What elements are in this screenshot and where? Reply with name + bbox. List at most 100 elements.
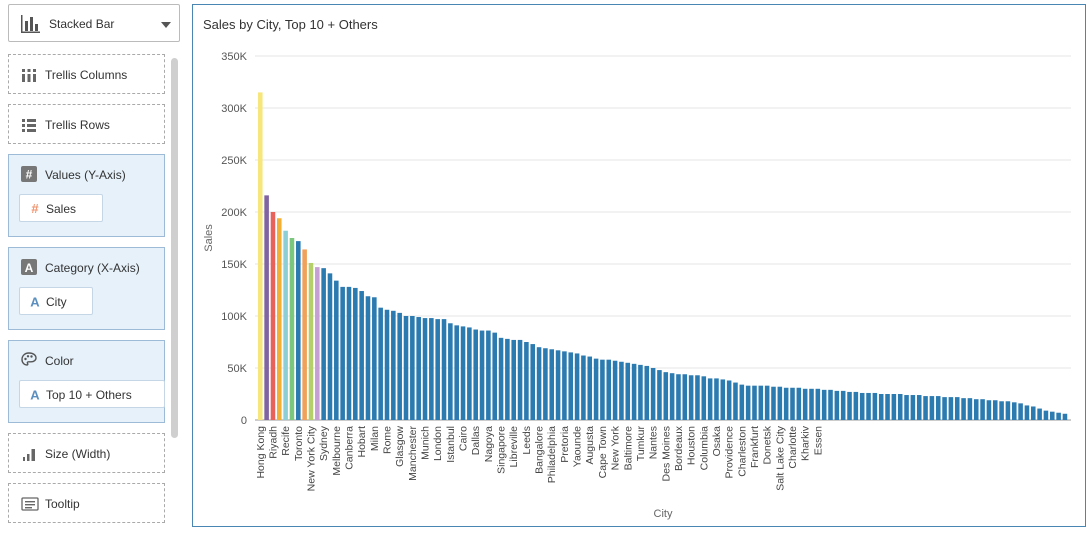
sales-chip-label: Sales [46, 202, 77, 216]
bar [530, 344, 536, 420]
chevron-down-icon[interactable] [161, 22, 171, 28]
bar [1037, 408, 1042, 420]
bar [340, 286, 345, 420]
bar [1043, 410, 1049, 420]
top10-others-chip-label: Top 10 + Others [46, 388, 132, 402]
values-y-axis-dropzone[interactable]: # Values (Y-Axis) # Sales [8, 154, 165, 237]
hash-icon: # [21, 166, 37, 182]
top10-others-chip[interactable]: A Top 10 + Others [19, 380, 165, 408]
city-chip-label: City [46, 295, 67, 309]
bar [555, 350, 561, 420]
y-tick-label: 50K [227, 363, 247, 375]
bar [1049, 411, 1055, 420]
bar [676, 374, 681, 420]
bar [834, 390, 840, 420]
bar [967, 398, 973, 420]
values-y-axis-label: Values (Y-Axis) [45, 168, 126, 182]
trellis-rows-icon [22, 119, 36, 132]
bar [644, 365, 650, 420]
bar [961, 398, 966, 420]
trellis-rows-label: Trellis Rows [45, 118, 110, 132]
bar [891, 394, 897, 420]
panel-scrollbar[interactable] [171, 58, 178, 438]
bar [353, 287, 358, 420]
x-tick-label: Rome [381, 426, 393, 454]
category-x-axis-dropzone[interactable]: A Category (X-Axis) A City [8, 247, 165, 330]
bar [954, 397, 960, 420]
color-dropzone[interactable]: Color A Top 10 + Others [8, 340, 165, 423]
x-tick-label: Houston [686, 426, 698, 465]
text-attribute-icon: A [21, 259, 37, 275]
bar [973, 399, 979, 420]
bar [372, 297, 377, 420]
x-tick-label: Milan [369, 426, 381, 451]
bar [923, 396, 928, 420]
bar [790, 387, 795, 420]
bar [302, 249, 307, 420]
x-tick-label: Libreville [508, 426, 520, 468]
bar [600, 359, 605, 420]
size-width-dropzone[interactable]: Size (Width) [8, 433, 165, 473]
bar [1024, 405, 1030, 420]
bar [562, 351, 567, 420]
x-tick-label: Charleston [736, 426, 748, 477]
trellis-columns-dropzone[interactable]: Trellis Columns [8, 54, 165, 94]
bar [593, 358, 599, 420]
x-tick-label: New York City [305, 425, 317, 491]
bar [783, 387, 789, 420]
x-tick-label: Manchester [407, 425, 419, 480]
x-tick-label: Leeds [521, 426, 533, 455]
palette-icon [21, 352, 37, 366]
x-tick-label: London [432, 426, 444, 461]
x-tick-label: Pretoria [559, 426, 571, 463]
bar [1011, 402, 1017, 420]
bar [1062, 413, 1068, 420]
city-attribute-chip[interactable]: A City [19, 287, 93, 315]
bar [828, 389, 833, 420]
bar [821, 389, 827, 420]
bar [929, 396, 935, 420]
bar [663, 372, 669, 420]
bar [878, 394, 884, 420]
bar [270, 212, 276, 420]
sales-measure-chip[interactable]: # Sales [19, 194, 103, 222]
x-tick-label: Baltimore [622, 426, 634, 471]
bar [714, 378, 719, 420]
y-tick-label: 200K [221, 207, 247, 219]
bar [536, 347, 542, 420]
bar [612, 360, 618, 420]
x-tick-label: Recife [280, 426, 292, 456]
bar [1030, 406, 1036, 420]
bar [720, 379, 726, 420]
bar [359, 291, 364, 420]
x-axis-title: City [654, 508, 673, 520]
bar [1018, 403, 1023, 420]
bar [258, 92, 263, 421]
x-tick-label: Nantes [648, 426, 660, 459]
bar [688, 375, 694, 420]
y-tick-label: 300K [221, 103, 247, 115]
bar [315, 267, 320, 420]
bar [517, 339, 523, 420]
category-x-axis-label: Category (X-Axis) [45, 261, 140, 275]
bar [802, 388, 808, 420]
bar [505, 338, 510, 420]
trellis-rows-dropzone[interactable]: Trellis Rows [8, 104, 165, 144]
x-tick-label: Bangalore [534, 426, 546, 474]
tooltip-dropzone[interactable]: Tooltip [8, 483, 165, 523]
x-tick-label: Istanbul [445, 426, 457, 463]
chart-type-dropdown[interactable]: Stacked Bar [8, 4, 180, 42]
bar [916, 395, 922, 420]
chart-config-panel: Stacked Bar Trellis Columns Trellis Rows… [0, 0, 190, 533]
bar [935, 396, 941, 420]
x-tick-label: Cairo [458, 426, 470, 451]
bar [334, 280, 339, 420]
x-tick-label: Hong Kong [255, 426, 267, 479]
stacked-bar-icon [21, 15, 40, 33]
bar [853, 391, 859, 420]
trellis-columns-icon [22, 69, 36, 82]
hash-icon: # [31, 201, 39, 215]
bar [625, 362, 631, 420]
bar [859, 392, 865, 420]
x-tick-label: Glasgow [394, 426, 406, 467]
